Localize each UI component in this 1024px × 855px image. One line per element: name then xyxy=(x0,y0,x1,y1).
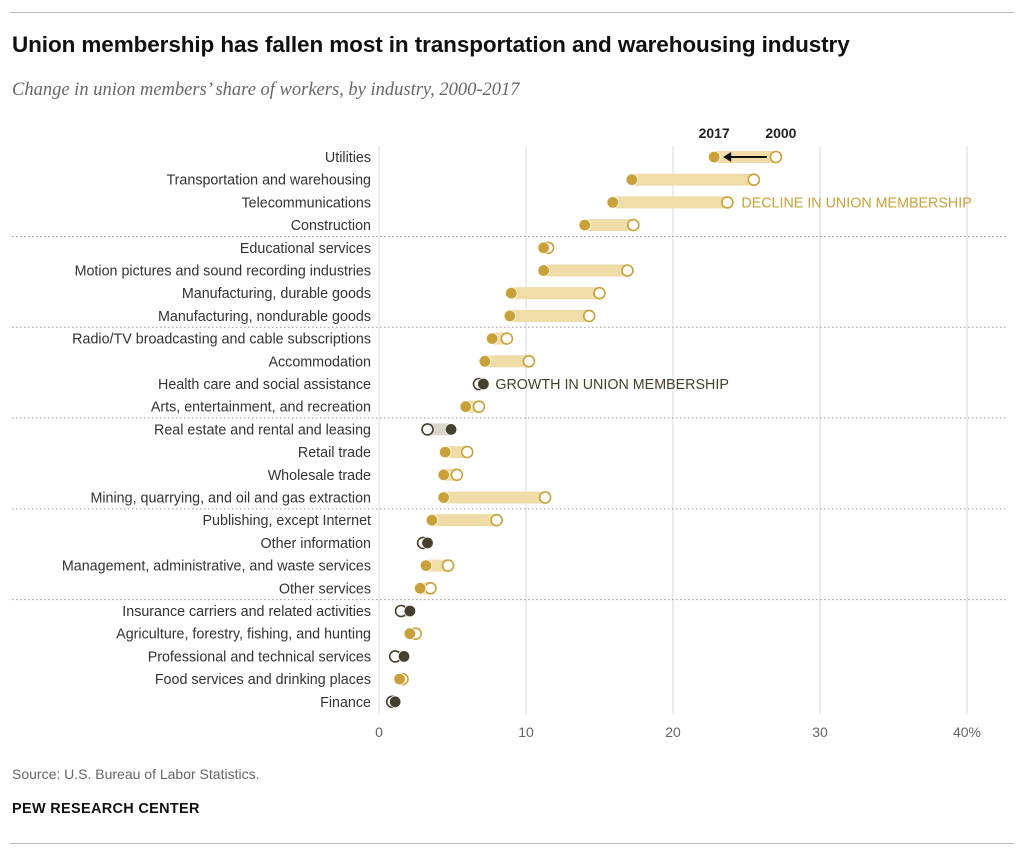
dot-2000 xyxy=(424,581,437,595)
industry-label: Retail trade xyxy=(298,445,371,461)
chart-title: Union membership has fallen most in tran… xyxy=(12,32,850,57)
industry-label: Real estate and rental and leasing xyxy=(154,422,371,438)
dot-2000 xyxy=(460,445,474,459)
industry-label: Educational services xyxy=(240,241,371,257)
range-bar xyxy=(511,287,600,300)
industry-label: Management, administrative, and waste se… xyxy=(62,559,371,575)
dot-2000 xyxy=(621,264,634,277)
dot-2017 xyxy=(478,355,492,368)
dot-2017 xyxy=(403,604,417,618)
industry-label: Health care and social assistance xyxy=(158,377,371,393)
industry-label: Motion pictures and sound recording indu… xyxy=(75,264,371,280)
dot-2017 xyxy=(537,264,550,277)
industry-label: Transportation and warehousing xyxy=(166,173,371,189)
range-bar xyxy=(509,309,590,322)
industry-label: Food services and drinking places xyxy=(155,672,371,688)
dot-2017 xyxy=(505,287,518,300)
dot-2017 xyxy=(421,536,434,550)
dot-2000 xyxy=(450,468,464,482)
industry-label: Utilities xyxy=(325,150,371,166)
industry-label: Wholesale trade xyxy=(268,468,371,484)
x-tick-label: 30 xyxy=(812,724,828,740)
dot-2000 xyxy=(500,332,514,345)
chart-subtitle: Change in union members’ share of worker… xyxy=(12,80,520,100)
range-bar xyxy=(484,355,529,368)
dot-2017 xyxy=(537,241,550,255)
range-bar xyxy=(431,514,497,527)
source-note: Source: U.S. Bureau of Labor Statistics. xyxy=(12,766,260,782)
x-tick-label: 0 xyxy=(375,724,383,740)
dot-2017 xyxy=(419,559,433,572)
dot-2000 xyxy=(538,491,552,504)
dot-2017 xyxy=(477,377,490,391)
range-bar xyxy=(427,423,452,436)
industry-label: Manufacturing, durable goods xyxy=(182,286,371,302)
growth-annotation: GROWTH IN UNION MEMBERSHIP xyxy=(495,377,729,393)
dot-2017 xyxy=(403,627,417,640)
bottom-rule xyxy=(10,843,1014,844)
industry-label: Accommodation xyxy=(268,354,371,370)
dot-2017 xyxy=(503,309,517,323)
dot-2017 xyxy=(625,173,639,186)
legend-2000-label: 2000 xyxy=(765,125,796,141)
dot-2017 xyxy=(578,218,592,232)
industry-label: Professional and technical services xyxy=(148,649,371,665)
dot-2017 xyxy=(388,695,402,709)
industry-label: Arts, entertainment, and recreation xyxy=(151,400,371,416)
dot-2017 xyxy=(413,582,427,595)
dot-2000 xyxy=(472,400,486,414)
dot-2000 xyxy=(421,423,434,436)
dot-2017 xyxy=(437,491,450,504)
industry-label: Agriculture, forestry, fishing, and hunt… xyxy=(116,627,371,643)
dot-2017 xyxy=(397,650,411,663)
range-bar xyxy=(612,196,728,209)
arrow-head-icon xyxy=(723,152,732,162)
dot-2000 xyxy=(441,559,455,572)
range-bar xyxy=(543,264,628,277)
dot-2017 xyxy=(606,196,619,209)
top-rule xyxy=(10,12,1014,13)
dot-2000 xyxy=(522,354,536,368)
industry-label: Finance xyxy=(320,695,371,711)
range-bar xyxy=(584,219,634,232)
dot-range-chart: 0 10 20 30 40% Utilities Transportation and wa… xyxy=(12,125,1008,740)
industry-label: Other information xyxy=(261,536,372,552)
brand-logo-text: PEW RESEARCH CENTER xyxy=(12,801,200,817)
dot-2017 xyxy=(444,423,458,436)
dot-2000 xyxy=(627,218,640,232)
dot-2017 xyxy=(437,468,450,482)
dot-2000 xyxy=(490,513,503,527)
industry-label: Insurance carriers and related activitie… xyxy=(122,604,371,620)
dot-2017 xyxy=(393,672,406,686)
dot-2000 xyxy=(582,309,596,323)
industry-label: Mining, quarrying, and oil and gas extra… xyxy=(90,491,371,507)
x-tick-label: 20 xyxy=(665,724,681,740)
dot-2000 xyxy=(721,196,734,209)
industry-label: Publishing, except Internet xyxy=(203,513,372,529)
industry-label: Manufacturing, nondurable goods xyxy=(158,309,371,325)
dot-2000 xyxy=(747,173,761,186)
range-bar xyxy=(443,491,546,504)
dot-2017 xyxy=(425,514,439,527)
dot-2017 xyxy=(485,332,499,345)
range-bar xyxy=(631,173,754,186)
x-tick-label: 10 xyxy=(518,724,534,740)
legend-2017-label: 2017 xyxy=(699,125,730,141)
industry-label: Other services xyxy=(279,581,371,597)
x-tick-label: 40% xyxy=(953,724,981,740)
industry-label: Construction xyxy=(291,218,371,234)
industry-label: Radio/TV broadcasting and cable subscrip… xyxy=(72,332,371,348)
decline-annotation: DECLINE IN UNION MEMBERSHIP xyxy=(741,195,971,211)
dot-2017 xyxy=(707,150,721,164)
dot-2017 xyxy=(438,445,452,459)
dot-2000 xyxy=(769,150,783,164)
dot-2017 xyxy=(459,400,472,413)
industry-label: Telecommunications xyxy=(241,195,371,211)
dot-2000 xyxy=(593,286,606,300)
